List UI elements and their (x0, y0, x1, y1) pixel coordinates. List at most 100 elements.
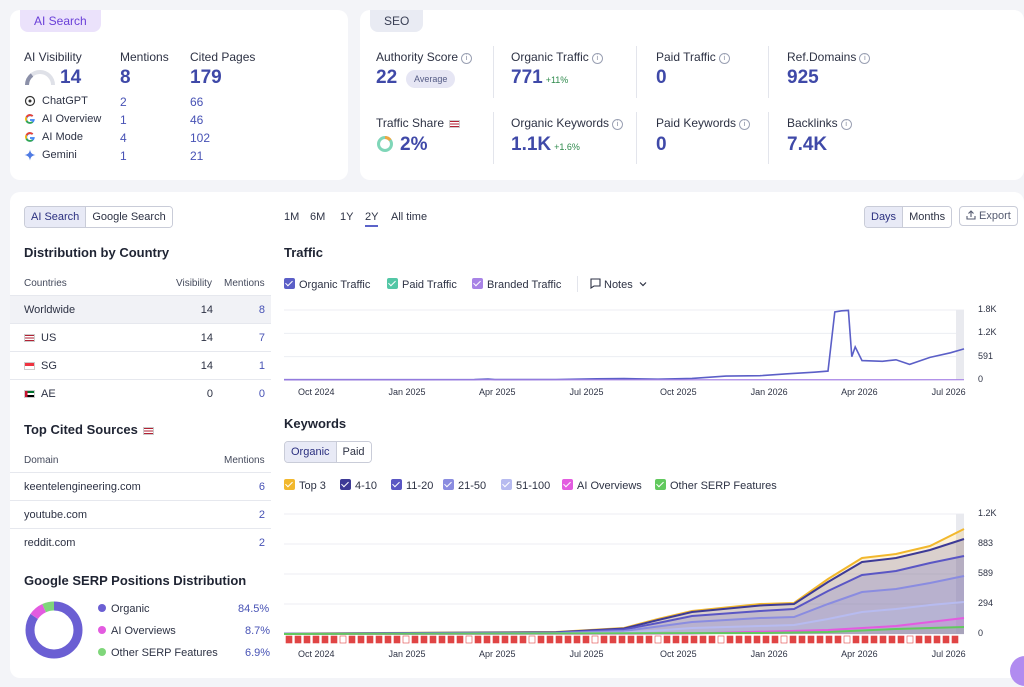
serp-feature-marker[interactable] (825, 635, 833, 644)
serp-feature-marker[interactable] (789, 635, 797, 644)
serp-feature-marker[interactable] (735, 635, 743, 644)
serp-feature-marker[interactable] (357, 635, 365, 644)
export-button[interactable]: Export (959, 206, 1018, 226)
serp-feature-marker[interactable] (654, 635, 662, 644)
period-1m[interactable]: 1M (284, 211, 300, 223)
period-all-time[interactable]: All time (391, 211, 428, 223)
serp-feature-marker[interactable] (537, 635, 545, 644)
info-icon[interactable]: i (859, 53, 871, 64)
serp-feature-marker[interactable] (420, 635, 428, 644)
donut-slice[interactable] (25, 601, 83, 659)
serp-feature-marker[interactable] (753, 635, 761, 644)
serp-feature-marker[interactable] (375, 635, 383, 644)
table-row[interactable]: Worldwide 14 8 (10, 295, 271, 323)
legend-4-10[interactable]: 4-10 (340, 479, 377, 492)
source-domain[interactable]: youtube.com (24, 509, 87, 521)
period-6m[interactable]: 6M (310, 211, 326, 223)
serp-feature-marker[interactable] (717, 635, 725, 644)
tab-paid[interactable]: Paid (336, 442, 371, 462)
serp-feature-marker[interactable] (465, 635, 473, 644)
serp-feature-marker[interactable] (429, 635, 437, 644)
tab-ai-search[interactable]: AI Search (25, 207, 87, 227)
serp-feature-marker[interactable] (573, 635, 581, 644)
info-icon[interactable]: i (612, 119, 624, 130)
table-row[interactable]: US 14 7 (10, 323, 271, 351)
serp-feature-marker[interactable] (582, 635, 590, 644)
country-mentions[interactable]: 7 (258, 332, 265, 344)
info-icon[interactable]: i (840, 119, 852, 130)
serp-feature-marker[interactable] (897, 635, 905, 644)
info-icon[interactable]: i (739, 119, 751, 130)
legend-21-50[interactable]: 21-50 (443, 479, 486, 492)
serp-feature-marker[interactable] (924, 635, 932, 644)
info-icon[interactable]: i (718, 53, 730, 64)
serp-feature-marker[interactable] (798, 635, 806, 644)
series-line[interactable] (284, 555, 965, 635)
serp-feature-marker[interactable] (600, 635, 608, 644)
serp-feature-marker[interactable] (942, 635, 950, 644)
serp-feature-marker[interactable] (366, 635, 374, 644)
chat-widget-button[interactable] (1010, 656, 1024, 686)
serp-feature-marker[interactable] (348, 635, 356, 644)
serp-feature-marker[interactable] (447, 635, 455, 644)
source-domain[interactable]: reddit.com (24, 537, 76, 549)
info-icon[interactable]: i (591, 53, 603, 64)
serp-feature-marker[interactable] (528, 635, 536, 644)
serp-feature-marker[interactable] (501, 635, 509, 644)
serp-feature-marker[interactable] (726, 635, 734, 644)
serp-feature-marker[interactable] (384, 635, 392, 644)
serp-feature-marker[interactable] (870, 635, 878, 644)
serp-feature-marker[interactable] (321, 635, 329, 644)
serp-feature-marker[interactable] (339, 635, 347, 644)
serp-feature-marker[interactable] (393, 635, 401, 644)
serp-feature-marker[interactable] (402, 635, 410, 644)
serp-feature-marker[interactable] (780, 635, 788, 644)
legend-other-serp-features[interactable]: Other SERP Features (655, 479, 777, 492)
serp-feature-marker[interactable] (834, 635, 842, 644)
source-mentions[interactable]: 2 (258, 537, 265, 549)
serp-feature-marker[interactable] (708, 635, 716, 644)
serp-feature-marker[interactable] (609, 635, 617, 644)
serp-feature-marker[interactable] (285, 635, 293, 644)
serp-feature-marker[interactable] (627, 635, 635, 644)
serp-feature-marker[interactable] (933, 635, 941, 644)
serp-feature-marker[interactable] (330, 635, 338, 644)
serp-feature-marker[interactable] (906, 635, 914, 644)
serp-feature-marker[interactable] (555, 635, 563, 644)
period-2y[interactable]: 2Y (365, 211, 379, 227)
serp-feature-marker[interactable] (636, 635, 644, 644)
serp-feature-marker[interactable] (672, 635, 680, 644)
info-icon[interactable]: i (461, 53, 473, 64)
serp-feature-marker[interactable] (762, 635, 770, 644)
serp-feature-marker[interactable] (699, 635, 707, 644)
legend-51-100[interactable]: 51-100 (501, 479, 550, 492)
table-row[interactable]: keentelengineering.com 6 (10, 472, 271, 500)
serp-feature-marker[interactable] (807, 635, 815, 644)
serp-feature-marker[interactable] (618, 635, 626, 644)
serp-feature-marker[interactable] (744, 635, 752, 644)
serp-feature-marker[interactable] (564, 635, 572, 644)
serp-feature-marker[interactable] (951, 635, 959, 644)
serp-feature-marker[interactable] (591, 635, 599, 644)
serp-feature-marker[interactable] (519, 635, 527, 644)
serp-feature-marker[interactable] (546, 635, 554, 644)
granularity-days[interactable]: Days (865, 207, 904, 227)
granularity-months[interactable]: Months (903, 207, 952, 227)
serp-feature-marker[interactable] (456, 635, 464, 644)
serp-feature-marker[interactable] (816, 635, 824, 644)
serp-feature-marker[interactable] (681, 635, 689, 644)
series-line[interactable] (284, 626, 965, 635)
legend-organic-traffic[interactable]: Organic Traffic (284, 278, 370, 291)
legend-ai-overviews[interactable]: AI Overviews (562, 479, 642, 492)
serp-feature-marker[interactable] (861, 635, 869, 644)
serp-feature-marker[interactable] (879, 635, 887, 644)
table-row[interactable]: youtube.com 2 (10, 500, 271, 528)
serp-feature-marker[interactable] (510, 635, 518, 644)
country-mentions[interactable]: 1 (258, 360, 265, 372)
serp-feature-marker[interactable] (852, 635, 860, 644)
serp-feature-marker[interactable] (888, 635, 896, 644)
serp-feature-marker[interactable] (492, 635, 500, 644)
serp-feature-marker[interactable] (312, 635, 320, 644)
serp-feature-marker[interactable] (303, 635, 311, 644)
serp-feature-marker[interactable] (294, 635, 302, 644)
